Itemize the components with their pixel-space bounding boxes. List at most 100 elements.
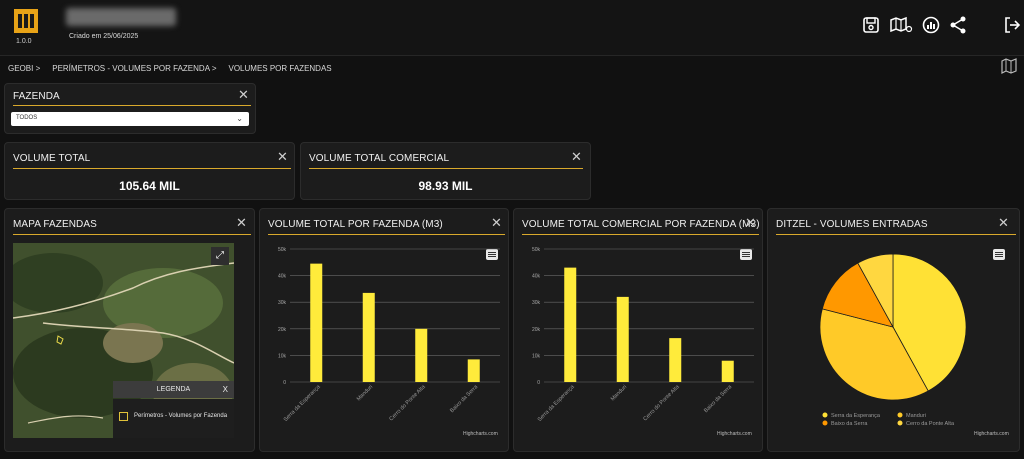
y-tick-label: 30k bbox=[532, 300, 541, 306]
created-date: Criado em 25/06/2025 bbox=[69, 33, 139, 40]
kpi-value: 105.64 MIL bbox=[119, 179, 180, 193]
title-underline bbox=[13, 168, 291, 169]
legend-marker bbox=[822, 412, 828, 418]
x-tick-label: Baixo da Serra bbox=[703, 384, 734, 415]
x-tick-label: Serra da Esperança bbox=[283, 384, 322, 423]
legend-marker bbox=[897, 420, 903, 426]
bar bbox=[467, 359, 480, 382]
legend-box: Perímetros - Volumes por Fazenda bbox=[113, 399, 234, 438]
chart-panel-volume-total: VOLUME TOTAL POR FAZENDA (M3) ✕ 0 10k 20k 3… bbox=[259, 208, 509, 452]
map-icon[interactable] bbox=[1001, 58, 1017, 74]
close-icon[interactable]: ✕ bbox=[277, 149, 288, 164]
panel-title: MAPA FAZENDAS bbox=[13, 219, 97, 230]
legend-label: LEGENDA bbox=[156, 386, 191, 393]
breadcrumb: GEOBI > PERÍMETROS - VOLUMES POR FAZENDA… bbox=[8, 64, 332, 73]
bar-chart-volume-total: 0 10k 20k 30k 40k 50k Serra da Esperança Mandur… bbox=[278, 247, 500, 423]
top-bar: 1.0.0 Criado em 25/06/2025 bbox=[0, 0, 1024, 56]
bar bbox=[564, 267, 577, 382]
y-tick-label: 40k bbox=[278, 274, 287, 280]
chart-title: DITZEL - VOLUMES ENTRADAS bbox=[776, 219, 928, 230]
chart-title: VOLUME TOTAL COMERCIAL POR FAZENDA (M3) bbox=[522, 219, 760, 230]
bar bbox=[415, 328, 428, 382]
breadcrumb-item-perimetros[interactable]: PERÍMETROS - VOLUMES POR FAZENDA > bbox=[52, 64, 217, 73]
chart-credits[interactable]: Highcharts.com bbox=[463, 431, 498, 437]
chevron-down-icon: ⌄ bbox=[236, 114, 243, 123]
x-tick-label: Manduri bbox=[356, 384, 374, 402]
close-icon[interactable]: ✕ bbox=[571, 149, 582, 164]
close-icon[interactable]: ✕ bbox=[236, 215, 247, 230]
chart-panel-ditzel: DITZEL - VOLUMES ENTRADAS ✕ Serra da Esp… bbox=[767, 208, 1020, 452]
chart-menu-icon[interactable] bbox=[486, 249, 498, 260]
map-layers-icon[interactable] bbox=[889, 15, 913, 35]
y-tick-label: 30k bbox=[278, 300, 287, 306]
share-icon[interactable] bbox=[948, 15, 968, 35]
chart-credits[interactable]: Highcharts.com bbox=[974, 431, 1009, 437]
chart-panel-volume-comercial: VOLUME TOTAL COMERCIAL POR FAZENDA (M3) … bbox=[513, 208, 763, 452]
save-icon[interactable] bbox=[861, 15, 881, 35]
y-tick-label: 50k bbox=[532, 247, 541, 253]
pie-slice bbox=[857, 253, 894, 328]
title-underline bbox=[13, 234, 251, 235]
legend-label: Baixo da Serra bbox=[831, 421, 868, 427]
pie-slice bbox=[892, 253, 967, 392]
x-tick-label: Cerro do Ponte Alta bbox=[642, 384, 681, 423]
x-tick-label: Baixo da Serra bbox=[449, 384, 480, 415]
legend-swatch bbox=[119, 412, 128, 421]
fazenda-select[interactable]: TODOS ⌄ bbox=[11, 112, 249, 126]
title-underline bbox=[776, 234, 1016, 235]
kpi-value: 98.93 MIL bbox=[418, 179, 473, 193]
y-tick-label: 20k bbox=[278, 327, 287, 333]
chart-credits[interactable]: Highcharts.com bbox=[717, 431, 752, 437]
y-tick-label: 0 bbox=[537, 380, 540, 386]
legend-close-icon[interactable]: X bbox=[222, 385, 228, 394]
legend-label: Serra da Esperança bbox=[831, 413, 881, 419]
pie-slice bbox=[821, 262, 894, 328]
y-tick-label: 10k bbox=[532, 353, 541, 359]
title-underline bbox=[268, 234, 505, 235]
x-tick-label: Serra da Esperança bbox=[537, 384, 576, 423]
x-tick-label: Manduri bbox=[610, 384, 628, 402]
bar bbox=[310, 263, 323, 382]
bar-chart-volume-comercial: 0 10k 20k 30k 40k 50k Serra da Esperança Mandur… bbox=[532, 247, 754, 423]
close-icon[interactable]: ✕ bbox=[745, 215, 756, 230]
logout-icon[interactable] bbox=[1002, 15, 1022, 35]
legend-marker bbox=[822, 420, 828, 426]
close-icon[interactable]: ✕ bbox=[491, 215, 502, 230]
legend-item-label: Perímetros - Volumes por Fazenda bbox=[134, 413, 228, 419]
pie-slice bbox=[819, 308, 929, 401]
title-underline bbox=[309, 168, 583, 169]
select-value: TODOS bbox=[16, 115, 38, 121]
close-icon[interactable]: ✕ bbox=[998, 215, 1009, 230]
y-tick-label: 50k bbox=[278, 247, 287, 253]
app-logo[interactable] bbox=[13, 8, 39, 34]
app-version: 1.0.0 bbox=[16, 38, 32, 45]
bar bbox=[721, 360, 734, 382]
kpi-volume-total: VOLUME TOTAL ✕ 105.64 MIL bbox=[4, 142, 295, 200]
chart-title: VOLUME TOTAL POR FAZENDA (M3) bbox=[268, 219, 443, 230]
breadcrumb-item-geobi[interactable]: GEOBI > bbox=[8, 64, 41, 73]
kpi-title: VOLUME TOTAL bbox=[13, 153, 91, 164]
title-underline bbox=[522, 234, 759, 235]
expand-icon[interactable]: ⤢ bbox=[211, 247, 229, 265]
legend-toggle-button[interactable]: LEGENDA X bbox=[113, 381, 234, 398]
kpi-volume-total-comercial: VOLUME TOTAL COMERCIAL ✕ 98.93 MIL bbox=[300, 142, 591, 200]
satellite-map[interactable]: ⤢ LEGENDA X Perímetros - Volumes por Faz… bbox=[13, 243, 234, 438]
chart-menu-icon[interactable] bbox=[993, 249, 1005, 260]
legend-marker bbox=[897, 412, 903, 418]
y-tick-label: 10k bbox=[278, 353, 287, 359]
title-underline bbox=[13, 105, 251, 106]
breadcrumb-item-current: VOLUMES POR FAZENDAS bbox=[228, 64, 332, 73]
y-tick-label: 0 bbox=[283, 380, 286, 386]
y-tick-label: 20k bbox=[532, 327, 541, 333]
map-panel: MAPA FAZENDAS ✕ ⤢ LEGENDA X Perímetros -… bbox=[4, 208, 255, 452]
fazenda-filter-panel: FAZENDA ✕ TODOS ⌄ bbox=[4, 83, 256, 134]
y-tick-label: 40k bbox=[532, 274, 541, 280]
chart-icon[interactable] bbox=[921, 15, 941, 35]
user-name-redacted bbox=[66, 8, 176, 26]
close-icon[interactable]: ✕ bbox=[238, 87, 249, 102]
filter-title: FAZENDA bbox=[13, 91, 60, 102]
bar bbox=[616, 296, 629, 382]
chart-menu-icon[interactable] bbox=[740, 249, 752, 260]
pie-chart-ditzel: Serra da Esperança Manduri Baixo da Serra C… bbox=[819, 253, 967, 427]
x-tick-label: Cerro do Ponte Alta bbox=[388, 384, 427, 423]
